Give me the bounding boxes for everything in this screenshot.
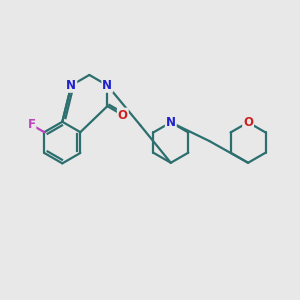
Text: N: N [102,79,112,92]
Text: N: N [166,116,176,129]
Text: N: N [66,79,76,92]
Text: F: F [27,118,35,131]
Text: O: O [243,116,253,129]
Text: O: O [118,109,128,122]
